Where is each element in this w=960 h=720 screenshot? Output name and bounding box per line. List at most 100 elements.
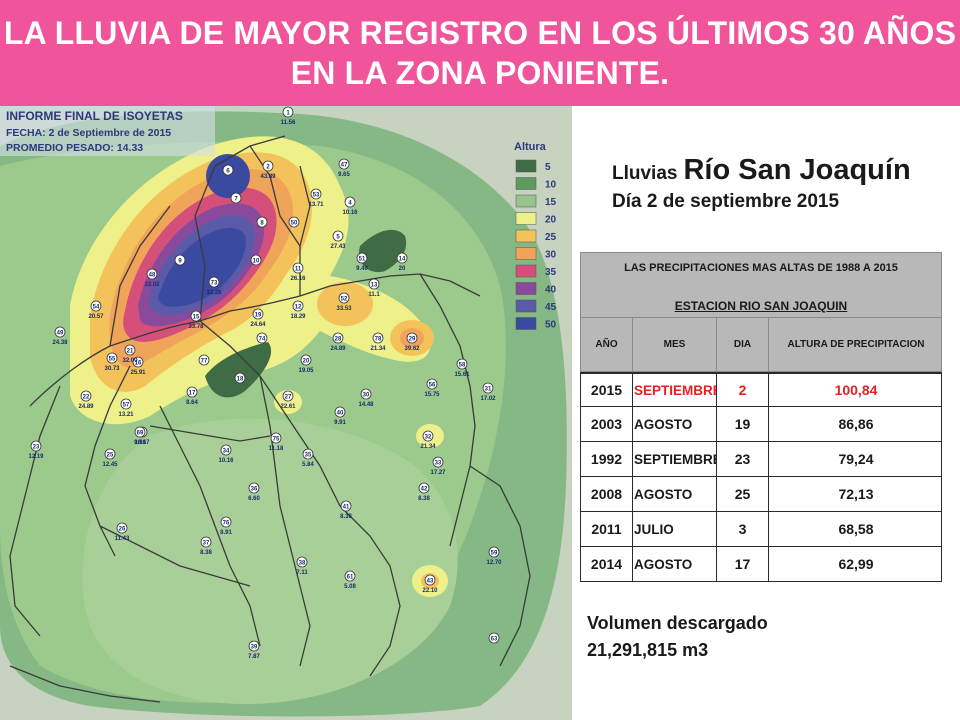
station-value: 24.89	[78, 404, 94, 410]
table-row: 2003 AGOSTO 19 86,86	[580, 407, 942, 442]
station-marker	[120, 398, 132, 410]
cell-year: 2008	[581, 477, 633, 511]
station-id: 57	[123, 403, 130, 409]
legend-label: 5	[545, 162, 551, 173]
cell-day: 3	[717, 512, 769, 546]
station-id: 6	[226, 169, 230, 175]
cell-month: SEPTIEMBRE	[633, 442, 717, 476]
cell-height: 68,58	[838, 521, 874, 537]
station-value: 11.18	[269, 446, 284, 452]
station-marker	[338, 292, 350, 304]
table-row: 2008 AGOSTO 25 72,13	[580, 477, 942, 512]
cell-year: 2003	[581, 407, 633, 441]
station-value: 5.84	[302, 462, 314, 468]
station-id: 77	[201, 359, 208, 365]
station-marker	[344, 570, 356, 582]
station-marker	[104, 448, 116, 460]
station-value: 9.91	[334, 420, 346, 426]
station-value: 15.61	[454, 372, 470, 378]
cell-month: AGOSTO	[633, 407, 717, 441]
station-value: 43.89	[260, 174, 276, 180]
subtitle-river: Río San Joaquín	[683, 154, 911, 186]
table-row: 1992 SEPTIEMBRE 23 79,24	[580, 442, 942, 477]
station-id: 32	[425, 435, 432, 441]
station-id: 26	[119, 527, 126, 533]
station-id: 19	[255, 313, 262, 319]
station-id: 38	[299, 561, 306, 567]
station-marker	[456, 358, 468, 370]
station-id: 49	[57, 331, 64, 337]
station-id: 51	[359, 257, 366, 263]
cell-year: 2014	[581, 547, 633, 581]
station-marker	[256, 332, 268, 344]
station-value: 24.89	[330, 346, 346, 352]
station-id: 29	[409, 337, 416, 343]
station-id: 75	[273, 437, 280, 443]
station-marker	[132, 356, 144, 368]
map-boundaries	[9, 135, 531, 703]
legend-label: 45	[545, 302, 557, 313]
station-marker	[282, 106, 294, 118]
station-marker	[340, 500, 352, 512]
station-id: 33	[435, 461, 442, 467]
station-value: 12.70	[486, 560, 502, 566]
station-value: 9.40	[356, 266, 368, 272]
station-marker	[116, 522, 128, 534]
station-value: 18.29	[290, 314, 306, 320]
station-marker	[200, 536, 212, 548]
station-marker	[234, 372, 246, 384]
station-id: 25	[107, 453, 114, 459]
table-row: 2015 SEPTIEMBRE 2 100,84	[580, 372, 942, 407]
station-id: 27	[285, 395, 292, 401]
station-marker	[356, 252, 368, 264]
precipitation-table: LAS PRECIPITACIONES MAS ALTAS DE 1988 A …	[580, 252, 942, 582]
station-id: 63	[491, 637, 498, 643]
station-id: 36	[251, 487, 258, 493]
station-value: 8.38	[340, 514, 352, 520]
cell-month: SEPTIEMBRE	[633, 374, 717, 406]
station-marker	[146, 268, 158, 280]
station-marker	[368, 278, 380, 290]
station-marker	[418, 482, 430, 494]
station-marker	[80, 390, 92, 402]
station-id: 47	[341, 163, 348, 169]
station-id: 11	[295, 267, 302, 273]
station-value: 21.34	[420, 444, 436, 450]
station-marker	[252, 308, 264, 320]
cell-height: 79,24	[838, 451, 874, 467]
station-marker	[134, 426, 146, 438]
station-marker	[344, 196, 356, 208]
legend-label: 40	[545, 285, 557, 296]
cell-day: 25	[717, 477, 769, 511]
station-marker	[198, 354, 210, 366]
station-marker	[332, 230, 344, 242]
station-id: 40	[337, 411, 344, 417]
station-marker	[338, 158, 350, 170]
legend-swatch	[515, 317, 537, 330]
legend-label: 15	[545, 197, 557, 208]
legend-swatch	[515, 264, 537, 278]
station-value: 11.56	[281, 120, 296, 126]
station-id: 76	[223, 521, 230, 527]
station-id: 78	[375, 337, 382, 343]
cell-day: 23	[717, 442, 769, 476]
station-id: 5	[336, 235, 340, 241]
cell-month: AGOSTO	[633, 547, 717, 581]
station-id: 37	[203, 541, 210, 547]
table-row: 2011 JULIO 3 68,58	[580, 512, 942, 547]
station-marker	[90, 300, 102, 312]
legend-swatch	[515, 229, 537, 243]
report-title: INFORME FINAL DE ISOYETAS	[6, 109, 183, 123]
station-id: 30	[363, 393, 370, 399]
station-id: 7	[234, 197, 238, 203]
station-id: 2	[266, 165, 270, 171]
cell-height: 72,13	[838, 486, 874, 502]
station-marker	[332, 332, 344, 344]
station-value: 9.91	[134, 440, 146, 446]
station-marker	[300, 354, 312, 366]
header-year: AÑO	[581, 318, 633, 371]
station-marker	[424, 574, 436, 586]
station-id: 48	[149, 273, 156, 279]
station-id: 58	[459, 363, 466, 369]
